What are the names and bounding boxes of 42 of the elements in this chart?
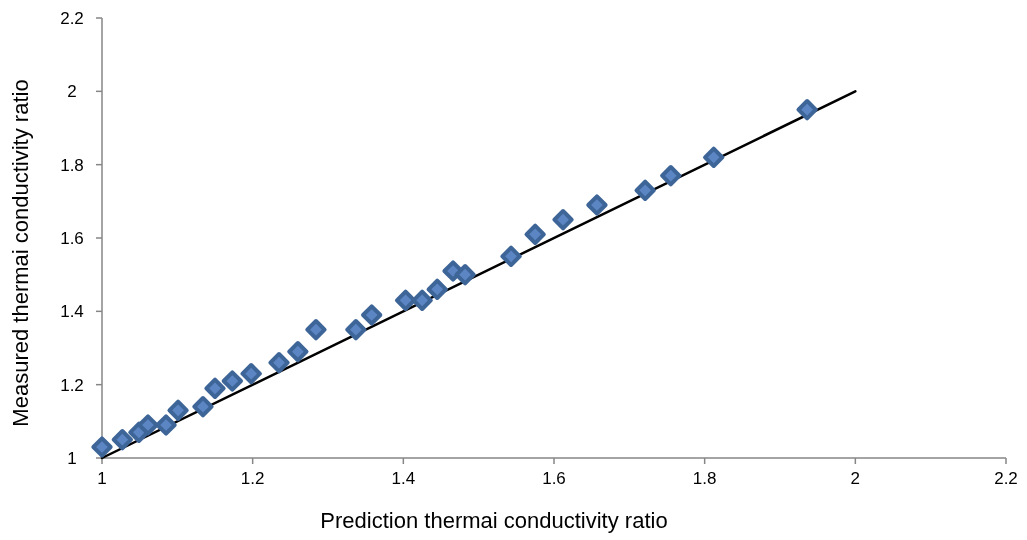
x-tick-label: 2.2: [994, 469, 1018, 488]
point: [91, 436, 113, 458]
x-tick-label: 1.8: [692, 469, 717, 488]
y-tick-label: 1: [67, 449, 77, 468]
point: [500, 245, 522, 267]
point: [660, 165, 682, 187]
x-tick-label: 2: [850, 469, 861, 488]
point: [394, 289, 417, 311]
point: [454, 264, 476, 286]
point: [634, 179, 656, 201]
y-tick-label: 1.6: [60, 229, 84, 248]
x-tick-label: 1.2: [240, 469, 265, 488]
x-tick-label: 1.4: [391, 469, 416, 488]
point: [703, 146, 725, 168]
y-tick-label: 1.4: [60, 302, 84, 322]
point: [796, 99, 818, 121]
y-tick-label: 1.2: [60, 375, 84, 395]
point: [552, 209, 574, 231]
x-tick-label: 1: [97, 469, 107, 488]
point: [287, 341, 309, 363]
point: [167, 399, 189, 421]
y-tick-label: 2: [67, 82, 77, 102]
y-tick-label: 1.8: [60, 155, 84, 175]
point: [221, 370, 243, 392]
point: [345, 319, 367, 341]
point: [268, 352, 290, 374]
point: [111, 429, 133, 451]
point: [524, 223, 546, 245]
point: [240, 363, 262, 385]
x-axis-title: Prediction thermai conductivity ratio: [320, 508, 668, 533]
point: [305, 319, 327, 341]
y-tick-label: 2.2: [60, 9, 84, 28]
point: [137, 414, 159, 436]
point: [411, 289, 433, 311]
point: [192, 396, 214, 418]
point: [426, 278, 448, 300]
point: [204, 377, 226, 399]
y-axis-title: Measured thermai conductivity ratio: [8, 79, 33, 427]
point: [155, 414, 177, 436]
x-tick-label: 1.6: [542, 469, 566, 488]
point: [361, 304, 383, 326]
point: [586, 194, 608, 216]
